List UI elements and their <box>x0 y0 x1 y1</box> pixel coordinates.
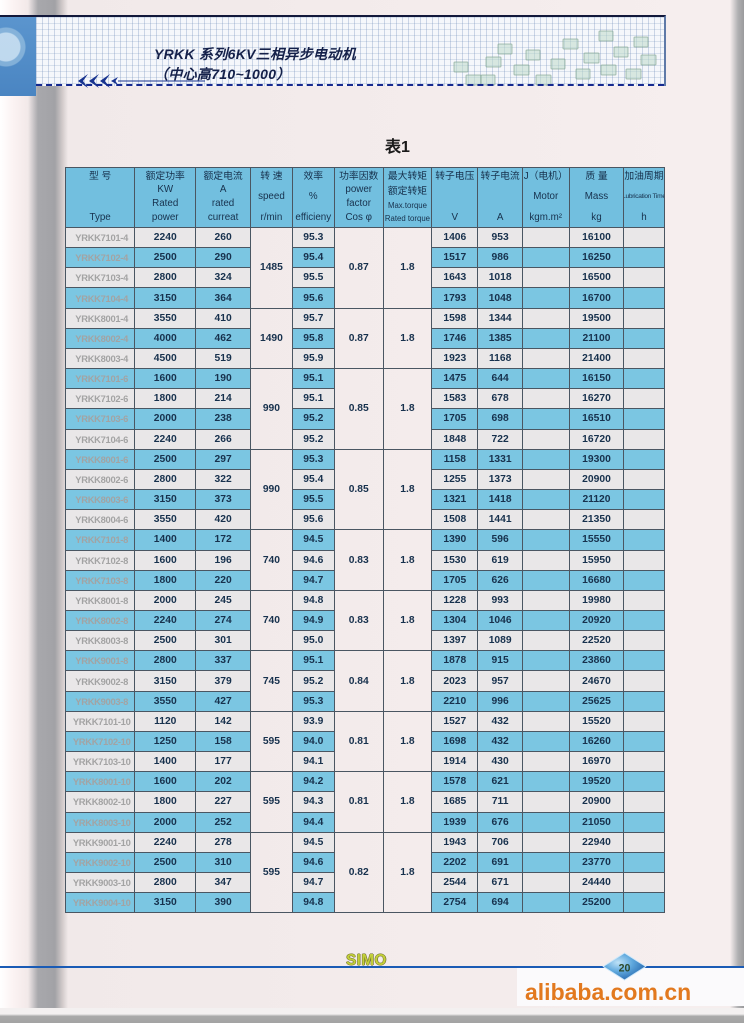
svg-text:20: 20 <box>619 962 631 974</box>
